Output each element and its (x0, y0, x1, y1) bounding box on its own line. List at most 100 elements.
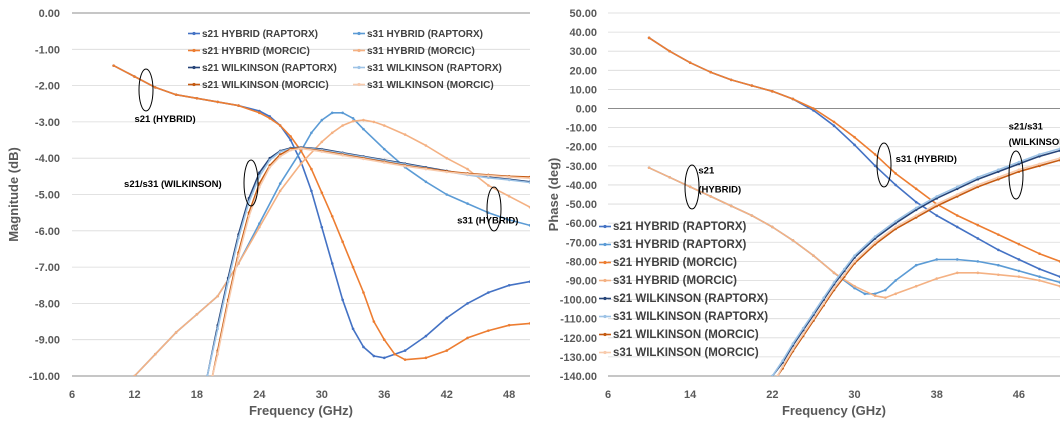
y-tick-label: 20.00 (569, 65, 597, 77)
y-tick-label: -3.00 (35, 117, 60, 129)
annotations: s21 (HYBRID) s31 (HYBRID) s21/s31 (WILKINSON… (698, 122, 1060, 196)
data-point (1017, 242, 1021, 246)
x-tick-label: 6 (605, 389, 611, 401)
data-point (216, 294, 220, 298)
x-axis-title: Frequency (GHz) (249, 403, 353, 418)
data-point (771, 90, 774, 93)
data-point (445, 156, 449, 160)
x-tick-labels: 6 12 18 24 30 36 42 48 (69, 389, 515, 401)
data-point (914, 206, 918, 210)
legend-item: s31 HYBRID (RAPTORX) (599, 239, 747, 251)
series-line-s21-hybrid-raptorx (113, 64, 530, 359)
y-tick-label: 30.00 (569, 46, 597, 58)
data-point (812, 107, 815, 110)
x-tick-label: 12 (128, 389, 140, 401)
data-point (781, 359, 784, 363)
y-tick-label: -2.00 (35, 81, 60, 93)
data-point (791, 97, 795, 101)
data-point (842, 267, 846, 271)
data-point (873, 235, 877, 238)
data-point (997, 176, 1000, 179)
data-point (976, 183, 980, 187)
y-tick-label: -80.00 (566, 256, 597, 268)
data-point (341, 153, 344, 157)
y-tick-label: -6.00 (35, 226, 60, 238)
data-point (528, 181, 530, 184)
y-tick-labels: 50.00 40.00 30.00 20.00 10.00 0.00 -10.00 -20.0… (560, 8, 597, 383)
annotation-ellipse (486, 186, 502, 232)
data-point (310, 167, 313, 171)
data-point (487, 329, 490, 332)
data-point (507, 283, 511, 287)
legend-marker (603, 332, 607, 337)
y-tick-label: -100.00 (560, 295, 597, 307)
data-point (976, 260, 980, 263)
data-point (955, 195, 959, 198)
y-tick-label: -140.00 (560, 371, 597, 383)
data-point (894, 279, 897, 282)
annotations: s21 (HYBRID) s21/s31 (WILKINSON) s31 (HYBR… (124, 114, 518, 227)
legend-marker (192, 82, 196, 87)
x-tick-label: 14 (684, 389, 697, 401)
data-point (382, 338, 386, 342)
data-point (528, 280, 530, 283)
gridlines (608, 12, 1060, 377)
data-point (822, 302, 826, 305)
y-tick-label: -9.00 (35, 335, 60, 347)
data-point (289, 148, 292, 152)
data-point (393, 352, 396, 356)
series-line-s31-hybrid-morcic (648, 167, 1060, 299)
data-point (299, 147, 303, 150)
data-point (487, 211, 490, 214)
data-point (1017, 162, 1021, 166)
data-point (299, 149, 303, 153)
data-point (330, 131, 334, 135)
data-point (320, 225, 324, 229)
series-line-s31-wilkinson-raptorx (771, 147, 1060, 376)
series-line-s21-wilkinson-morcic (211, 147, 530, 376)
data-point (278, 182, 282, 185)
legend-marker (192, 65, 196, 70)
x-tick-label: 24 (253, 389, 266, 401)
data-point (842, 273, 846, 277)
series-line-s21-wilkinson-raptorx (206, 146, 530, 376)
legend-item: s21 HYBRID (RAPTORX) (188, 29, 318, 40)
data-point (853, 284, 856, 288)
legend-marker (603, 296, 607, 301)
data-point (320, 118, 324, 122)
data-point (832, 120, 836, 124)
annotation-label: (HYBRID) (698, 185, 741, 196)
data-point (935, 195, 939, 198)
data-point (853, 143, 856, 147)
annotation-label: s31 (HYBRID) (896, 154, 957, 165)
legend-marker (603, 242, 607, 247)
annotation-markers (684, 142, 1024, 210)
data-point (424, 144, 428, 147)
legend-label: s31 HYBRID (RAPTORX) (613, 239, 747, 251)
legend-marker (603, 278, 607, 283)
data-point (258, 182, 261, 185)
data-point (362, 157, 365, 161)
annotation-ellipse (243, 159, 259, 207)
annotation-label: s21 (698, 165, 715, 176)
data-point (781, 365, 784, 368)
data-point (1038, 153, 1041, 156)
data-point (310, 189, 313, 193)
data-point (1038, 252, 1041, 256)
data-point (750, 214, 754, 217)
data-point (976, 176, 980, 179)
data-point (873, 294, 877, 298)
data-point (320, 140, 324, 144)
data-point (647, 36, 651, 40)
y-axis-title: Magnitude (dB) (6, 147, 21, 242)
data-point (873, 164, 877, 168)
x-tick-label: 38 (931, 389, 943, 401)
data-point (268, 116, 272, 120)
data-point (688, 61, 692, 64)
data-point (289, 135, 292, 138)
y-tick-label: -5.00 (35, 190, 60, 202)
phase-chart: 50.00 40.00 30.00 20.00 10.00 0.00 -10.00 -20.0… (546, 8, 1060, 418)
data-point (894, 172, 897, 175)
data-point (237, 254, 240, 258)
legend-item: s31 HYBRID (RAPTORX) (353, 29, 483, 40)
